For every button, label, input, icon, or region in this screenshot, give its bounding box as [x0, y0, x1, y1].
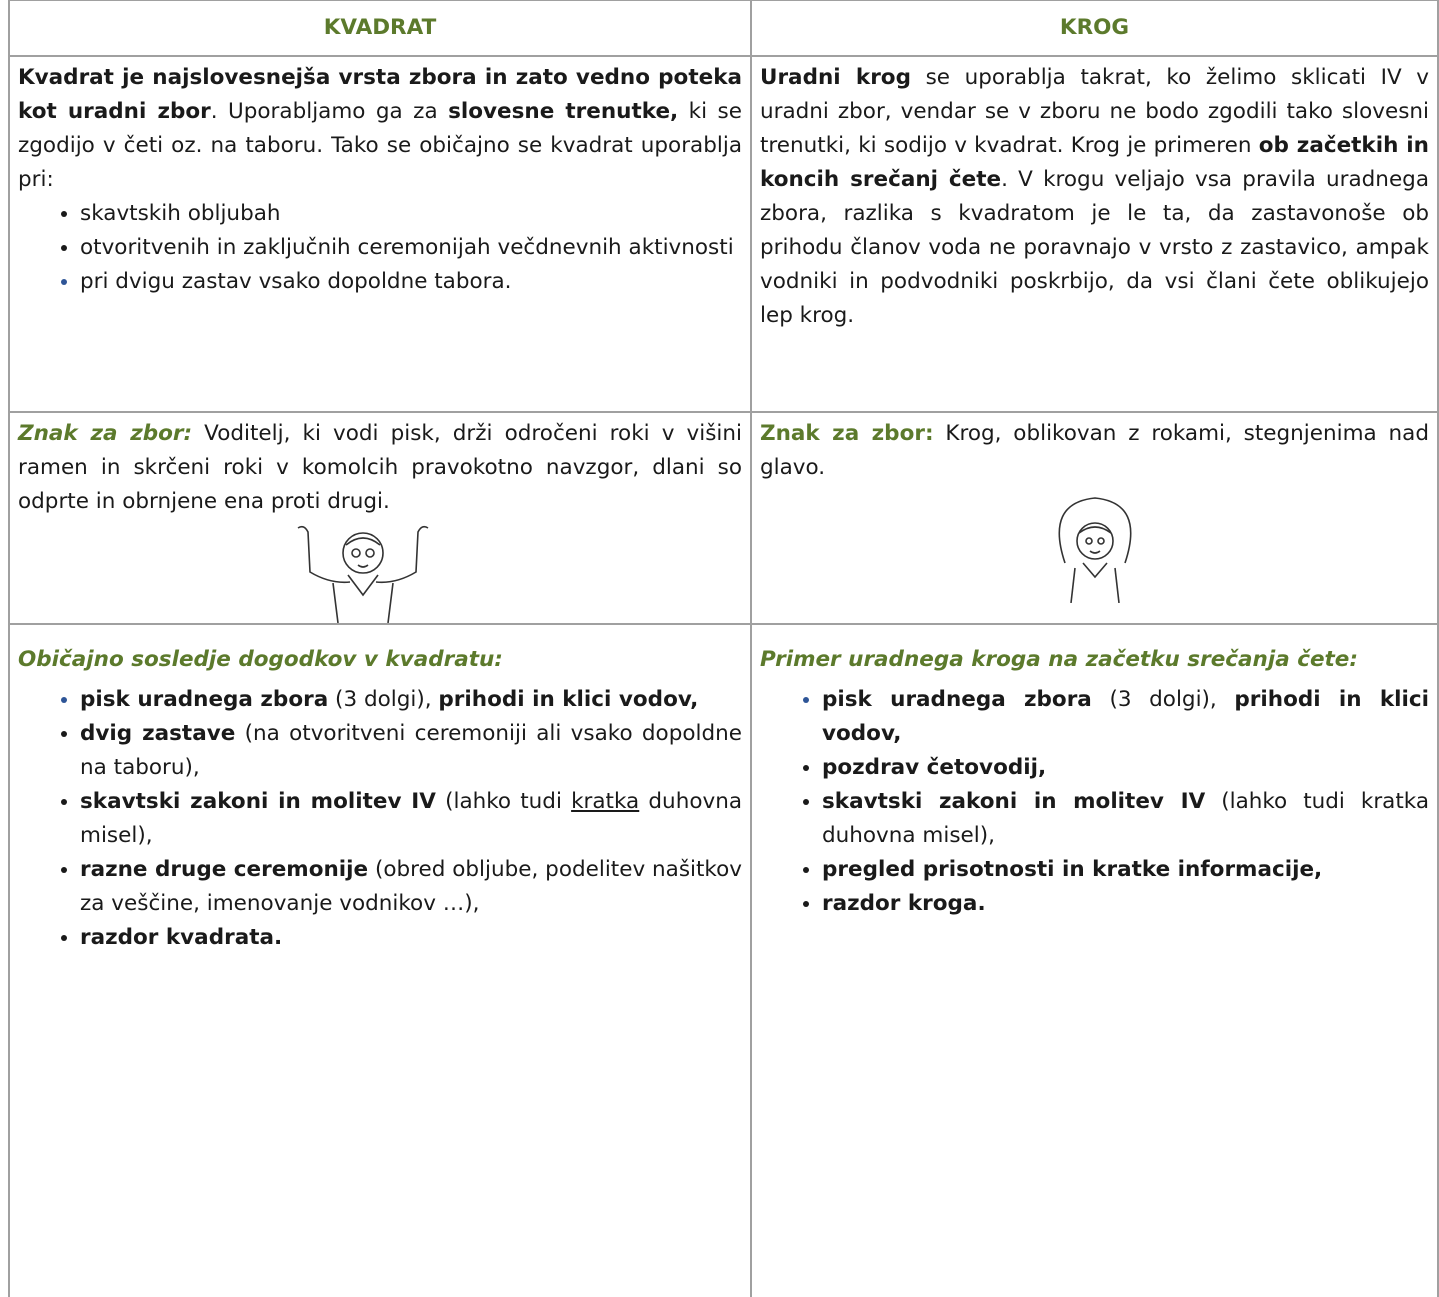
list: pisk uradnega zbora (3 dolgi), prihodi i… [18, 683, 742, 955]
bold-text: razdor kvadrata. [80, 925, 283, 950]
bold-text: skavtski zakoni in molitev IV [80, 789, 436, 814]
section-title: Običajno sosledje dogodkov v kvadratu: [18, 647, 503, 672]
list-item: pisk uradnega zbora (3 dolgi), prihodi i… [80, 683, 742, 717]
illustration [1058, 497, 1131, 603]
paragraph: Uradni krog se uporablja takrat, ko želi… [760, 61, 1429, 333]
text: (lahko tudi kratka duhovna misel), [822, 789, 1430, 848]
bold-text: razne druge ceremonije [80, 857, 369, 882]
text: . Uporabljamo ga za [210, 99, 449, 124]
label: Znak za zbor: [18, 421, 193, 446]
bold-text: Kvadrat je najslovesnejša vrsta zbora in… [18, 65, 742, 124]
list-item: skavtski zakoni in molitev IV (lahko tud… [822, 785, 1429, 853]
text: (obred obljube, podelitev našitkov za ve… [80, 857, 742, 916]
cell: Primer uradnega kroga na začetku srečanj… [750, 623, 1439, 1297]
illustration [297, 525, 429, 623]
list-item: razdor kroga. [822, 887, 1429, 921]
list-item: pregled prisotnosti in kratke informacij… [822, 853, 1429, 887]
paragraph: Znak za zbor: Voditelj, ki vodi pisk, dr… [18, 417, 742, 519]
text: (na otvoritveni ceremoniji ali vsako dop… [80, 721, 742, 780]
cell: Znak za zbor: Krog, oblikovan z rokami, … [750, 411, 1439, 625]
column-header: KROG [750, 0, 1439, 57]
bold-text: prihodi in klici vodov, [822, 687, 1430, 746]
bold-text: pisk uradnega zbora [822, 687, 1092, 712]
text: Voditelj, ki vodi pisk, drži odročeni ro… [18, 421, 742, 514]
bold-text: ob začetkih in koncih srečanj čete [760, 133, 1429, 192]
list-item: pisk uradnega zbora (3 dolgi), prihodi i… [822, 683, 1429, 751]
text: (3 dolgi), [1091, 687, 1235, 712]
list-item: razne druge ceremonije (obred obljube, p… [80, 853, 742, 921]
bold-text: Uradni krog [760, 65, 911, 90]
list: skavtskih obljubah otvoritvenih in zaklj… [18, 197, 742, 299]
label: Znak za zbor: [760, 421, 934, 446]
bold-text: slovesne trenutke, [448, 99, 679, 124]
text: ki se zgodijo v četi oz. na taboru. Tako… [18, 99, 742, 192]
cell: Običajno sosledje dogodkov v kvadratu: p… [8, 623, 752, 1297]
list-item: skavtski zakoni in molitev IV (lahko tud… [80, 785, 742, 853]
list-item: otvoritvenih in zaključnih ceremonijah v… [80, 231, 742, 265]
bold-text: pisk uradnega zbora [80, 687, 329, 712]
text: se uporablja takrat, ko želimo sklicati … [760, 65, 1429, 158]
text: duhovna misel), [80, 789, 742, 848]
header-row: KVADRAT KROG [8, 0, 1439, 57]
sign-row: Znak za zbor: Voditelj, ki vodi pisk, dr… [8, 411, 1439, 625]
underlined-text: kratka [571, 789, 640, 814]
comparison-table: KVADRAT KROG Kvadrat je najslovesnejša v… [8, 0, 1439, 1297]
text: . V krogu veljajo vsa pravila uradnega z… [760, 167, 1429, 328]
list-item: pri dvigu zastav vsako dopoldne tabora. [80, 265, 742, 299]
list-item: pozdrav četovodij, [822, 751, 1429, 785]
paragraph: Znak za zbor: Krog, oblikovan z rokami, … [760, 417, 1429, 485]
list-item: razdor kvadrata. [80, 921, 742, 955]
bold-text: pozdrav četovodij, [822, 755, 1047, 780]
text: (lahko tudi [435, 789, 572, 814]
list: pisk uradnega zbora (3 dolgi), prihodi i… [760, 683, 1429, 921]
list-item: skavtskih obljubah [80, 197, 742, 231]
text: (3 dolgi), [328, 687, 439, 712]
bold-text: skavtski zakoni in molitev IV [822, 789, 1206, 814]
section-title: Primer uradnega kroga na začetku srečanj… [760, 647, 1358, 672]
intro-row: Kvadrat je najslovesnejša vrsta zbora in… [8, 55, 1439, 413]
cell: Uradni krog se uporablja takrat, ko želi… [750, 55, 1439, 413]
bold-text: razdor kroga. [822, 891, 986, 916]
column-header: KVADRAT [8, 0, 752, 57]
text: Krog, oblikovan z rokami, stegnjenima na… [760, 421, 1429, 480]
bold-text: dvig zastave [80, 721, 236, 746]
sequence-row: Običajno sosledje dogodkov v kvadratu: p… [8, 623, 1439, 1297]
cell: Kvadrat je najslovesnejša vrsta zbora in… [8, 55, 752, 413]
paragraph: Kvadrat je najslovesnejša vrsta zbora in… [18, 61, 742, 197]
cell: Znak za zbor: Voditelj, ki vodi pisk, dr… [8, 411, 752, 625]
bold-text: prihodi in klici vodov, [438, 687, 699, 712]
bold-text: pregled prisotnosti in kratke informacij… [822, 857, 1323, 882]
list-item: dvig zastave (na otvoritveni ceremoniji … [80, 717, 742, 785]
